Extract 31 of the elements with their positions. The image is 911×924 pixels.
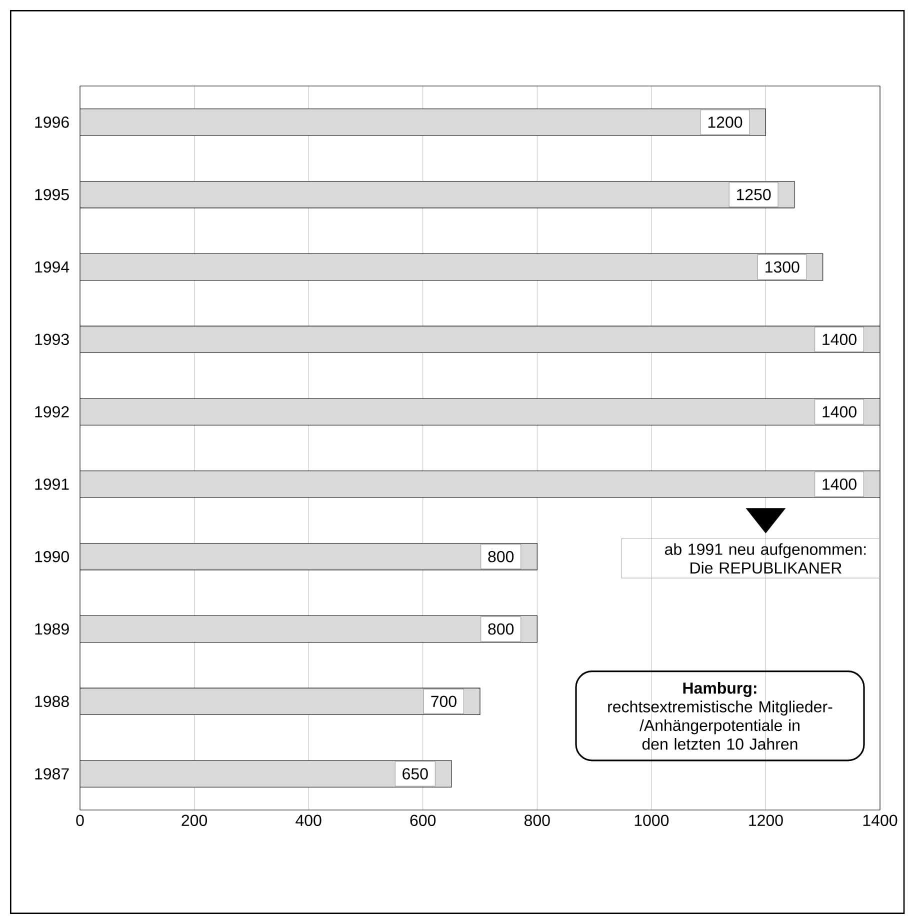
x-tick-label: 400 [296,814,322,826]
y-tick-label: 1994 [35,261,70,273]
data-label: 650 [402,768,428,780]
y-tick-label: 1992 [35,406,69,418]
data-label: 1250 [736,188,771,200]
x-tick-label: 800 [524,814,550,826]
x-tick-label: 1000 [634,814,669,826]
x-tick-label: 600 [410,814,436,826]
x-tick-label: 1200 [749,814,783,826]
data-label: 1400 [822,406,856,418]
data-label: 1200 [708,116,742,128]
annotation: ab 1991 neu aufgenommen: Die REPUBLIKANER [664,543,866,574]
x-tick-label: 0 [76,814,84,826]
data-label: 1400 [822,334,856,346]
y-tick-label: 1987 [35,768,69,780]
text: rechtsextremistische Mitglieder-/Anhängerpotentiale in den letzten 10 Jahren [608,700,832,750]
y-tick-label: 1995 [35,188,69,200]
y-tick-label: 1990 [35,550,69,562]
y-tick-label: 1991 [35,478,69,490]
x-tick-label: 1400 [863,814,898,826]
y-tick-label: 1996 [35,116,69,128]
data-label: 700 [431,696,456,708]
data-label: 1400 [822,478,856,490]
data-label: 800 [488,550,514,562]
y-tick-label: 1988 [35,696,69,708]
data-label: 1300 [766,261,800,273]
data-label: 800 [488,623,514,635]
text: Hamburg: [683,682,756,697]
y-tick-label: 1989 [35,623,69,635]
x-tick-label: 200 [182,814,208,826]
y-tick-label: 1993 [35,334,69,346]
